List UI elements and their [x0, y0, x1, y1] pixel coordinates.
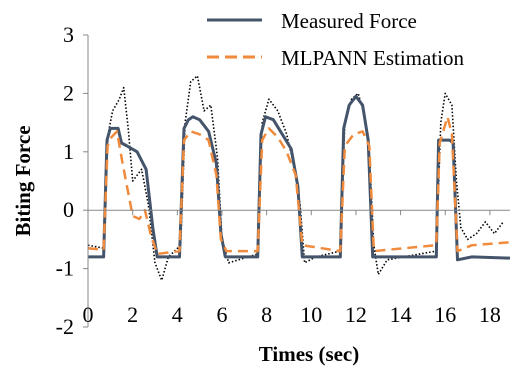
series-line-measured-force — [88, 94, 511, 262]
x-tick-label: 6 — [216, 302, 227, 327]
x-tick-label: 4 — [172, 302, 183, 327]
legend-label-measured-force: Measured Force — [281, 9, 417, 33]
x-tick-label: 0 — [83, 302, 94, 327]
y-tick-label: 1 — [63, 139, 74, 164]
x-tick-label: 18 — [479, 302, 501, 327]
plot-series — [87, 75, 511, 282]
x-tick-label: 8 — [261, 302, 272, 327]
y-ticks: -2 -1 0 1 2 3 — [56, 22, 88, 339]
y-tick-label: -2 — [56, 314, 74, 339]
y-tick-label: 3 — [63, 22, 74, 47]
series-line-mlpann-estimation — [87, 115, 511, 256]
legend: Measured Force MLPANN Estimation — [207, 9, 464, 70]
x-tick-label: 14 — [390, 302, 412, 327]
legend-label-mlpann-estimation: MLPANN Estimation — [281, 46, 464, 70]
x-tick-label: 16 — [434, 302, 456, 327]
x-tick-label: 10 — [300, 302, 322, 327]
x-ticks: 0 2 4 6 8 10 12 14 16 18 — [83, 210, 501, 327]
y-tick-label: 2 — [63, 80, 74, 105]
y-tick-label: 0 — [63, 197, 74, 222]
x-tick-label: 2 — [127, 302, 138, 327]
x-tick-label: 12 — [345, 302, 367, 327]
x-axis-title: Times (sec) — [259, 342, 360, 366]
y-tick-label: -1 — [56, 256, 74, 281]
y-axis-title: Biting Force — [11, 125, 35, 236]
